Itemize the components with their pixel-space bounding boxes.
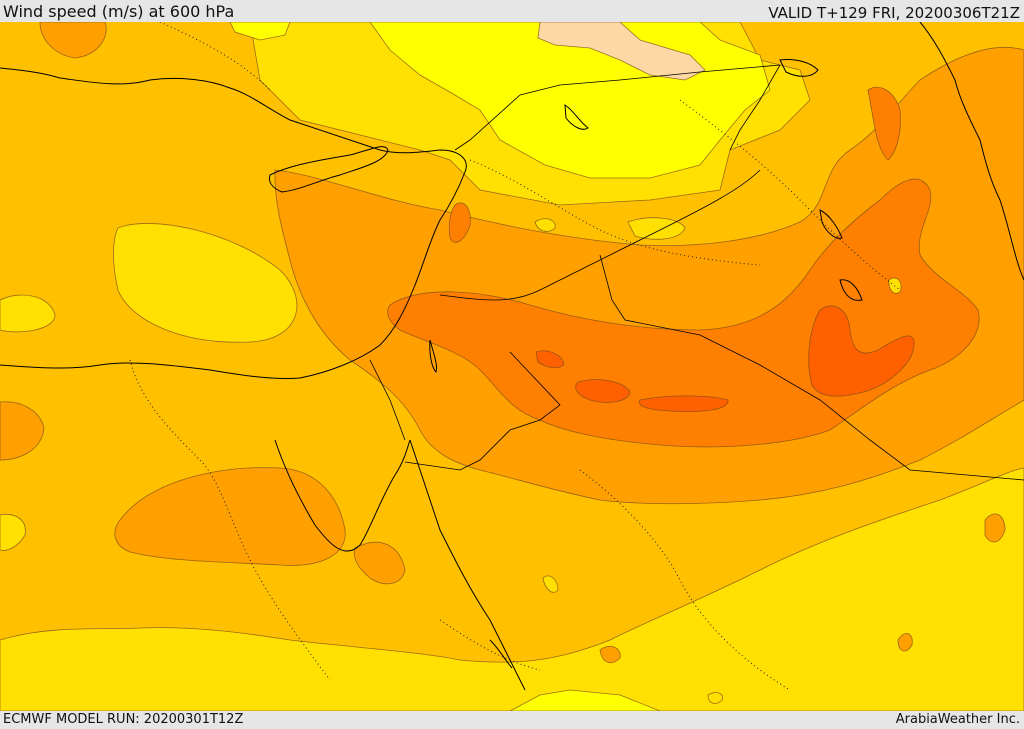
political-borders	[369, 64, 1024, 481]
dotted-features	[129, 22, 901, 691]
model-run-label: ECMWF MODEL RUN: 20200301T12Z	[3, 712, 244, 727]
band-pale	[537, 22, 706, 81]
coastlines	[0, 22, 1024, 691]
map-title: Wind speed (m/s) at 600 hPa	[3, 2, 235, 21]
map-canvas	[0, 22, 1024, 711]
valid-time: VALID T+129 FRI, 20200306T21Z	[768, 4, 1020, 22]
footer-bar: ECMWF MODEL RUN: 20200301T12Z ArabiaWeat…	[0, 711, 1024, 729]
band-red-orange	[535, 305, 915, 412]
credit-label: ArabiaWeather Inc.	[895, 712, 1020, 727]
small-yellow-pockets	[534, 217, 902, 704]
wind-speed-map	[0, 22, 1024, 711]
header-bar: Wind speed (m/s) at 600 hPa VALID T+129 …	[0, 0, 1024, 22]
